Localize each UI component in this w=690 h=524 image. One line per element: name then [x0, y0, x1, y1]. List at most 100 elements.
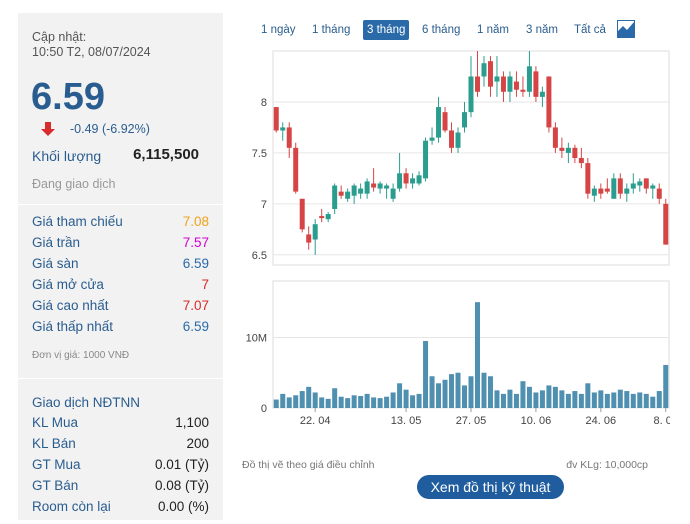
foreign-row-sell-volume: KL Bán 200: [32, 436, 209, 456]
candle-body: [423, 140, 429, 179]
candle-body: [481, 63, 487, 77]
candle-body: [306, 234, 312, 243]
foreign-row-label: KL Mua: [32, 415, 79, 430]
price-row-label: Giá mở cửa: [32, 277, 104, 292]
volume-bar: [526, 386, 532, 408]
price-row-low: Giá thấp nhất 6.59: [32, 319, 209, 339]
volume-bar: [591, 392, 597, 408]
volume-bar: [598, 390, 604, 408]
volume-bar: [552, 386, 558, 408]
price-row-ceiling: Giá trần 7.57: [32, 235, 209, 255]
volume-bar: [474, 302, 480, 408]
volume-bar: [604, 393, 610, 408]
volume-bar: [611, 392, 617, 408]
candle-body: [520, 89, 526, 92]
volume-bar: [539, 390, 545, 408]
tab-1-month[interactable]: 1 tháng: [312, 24, 351, 36]
technical-chart-button[interactable]: Xem đồ thị kỹ thuật: [417, 475, 564, 499]
price-tick-label: 6.5: [252, 250, 267, 262]
candle-body: [585, 163, 591, 194]
current-price: 6.59: [31, 76, 105, 118]
tab-6-months[interactable]: 6 tháng: [422, 24, 461, 36]
foreign-row-label: Room còn lại: [32, 499, 111, 514]
candle-body: [410, 178, 416, 184]
price-row-label: Giá cao nhất: [32, 298, 109, 313]
trading-status: Đang giao dịch: [32, 177, 116, 191]
foreign-row-label: GT Mua: [32, 457, 81, 472]
price-row-floor: Giá sàn 6.59: [32, 256, 209, 276]
volume-bar: [377, 398, 383, 408]
volume-value: 6,115,500: [133, 146, 199, 163]
price-row-value: 6.59: [182, 256, 209, 271]
volume-bar: [650, 396, 656, 408]
foreign-row-label: KL Bán: [32, 436, 76, 451]
candle-body: [552, 127, 558, 148]
volume-bar: [500, 393, 506, 408]
candle-body: [416, 175, 422, 184]
volume-bar: [345, 398, 351, 408]
area-chart-icon[interactable]: [617, 20, 635, 38]
update-info: Cập nhật: 10:50 T2, 08/07/2024: [32, 30, 151, 60]
x-tick-label: 22. 04: [300, 415, 331, 427]
candle-body: [449, 130, 455, 148]
candle-body: [513, 81, 519, 90]
price-change: -0.49 (-6.92%): [70, 122, 150, 136]
volume-tick-label: 0: [261, 403, 267, 415]
update-label: Cập nhật:: [32, 30, 87, 44]
volume-bar: [410, 395, 416, 408]
candle-body: [462, 112, 468, 128]
tab-1-year[interactable]: 1 năm: [477, 24, 509, 36]
candle-body: [273, 107, 279, 131]
candle-body: [539, 91, 545, 97]
candle-body: [565, 147, 571, 153]
foreign-row-value: 1,100: [175, 415, 209, 430]
volume-bar: [578, 393, 584, 408]
price-tick-label: 8: [261, 97, 267, 109]
foreign-trade-title: Giao dịch NĐTNN: [32, 395, 141, 410]
volume-bar: [358, 396, 364, 408]
candle-body: [358, 188, 364, 194]
volume-bar: [546, 385, 552, 408]
tab-1-day[interactable]: 1 ngày: [261, 24, 296, 36]
volume-bar: [416, 393, 422, 408]
x-tick-label: 8. 07: [654, 415, 670, 427]
candle-body: [338, 191, 344, 196]
x-tick-label: 24. 06: [586, 415, 617, 427]
candle-body: [624, 188, 630, 194]
tab-3-years[interactable]: 3 năm: [526, 24, 558, 36]
price-tick-label: 7.5: [252, 148, 267, 160]
volume-bar: [423, 340, 429, 408]
tab-3-months[interactable]: 3 tháng: [363, 20, 410, 40]
volume-bar: [280, 393, 286, 408]
volume-bar: [299, 391, 305, 408]
foreign-row-buy-volume: KL Mua 1,100: [32, 415, 209, 435]
foreign-row-buy-value: GT Mua 0.01 (Tỷ): [32, 457, 209, 477]
volume-bar: [384, 396, 390, 408]
candle-body: [656, 188, 662, 199]
candle-body: [533, 71, 539, 97]
volume-bar: [481, 372, 487, 408]
foreign-row-value: 0.01 (Tỷ): [154, 457, 209, 472]
volume-bar: [390, 392, 396, 408]
candle-body: [630, 183, 636, 189]
volume-bar: [397, 383, 403, 408]
candle-body: [397, 173, 403, 189]
tab-all[interactable]: Tất cả: [574, 24, 606, 36]
price-row-value: 7.08: [182, 214, 209, 229]
volume-bar: [507, 389, 513, 408]
volume-label: Khối lượng: [32, 148, 102, 164]
volume-bar: [468, 376, 474, 408]
candle-body: [403, 173, 409, 184]
volume-bar: [338, 396, 344, 408]
volume-bar: [565, 393, 571, 408]
candle-body: [442, 112, 448, 131]
volume-bar: [371, 397, 377, 408]
candle-body: [345, 191, 351, 199]
candle-body: [487, 61, 493, 87]
volume-bar: [449, 374, 455, 408]
price-chart: 8 7.5 7 6.5 10M 0 22. 04 13. 05 27. 05 10. 06 24. …: [246, 50, 670, 427]
volume-bar: [319, 397, 325, 408]
candle-body: [474, 76, 480, 92]
volume-bar: [513, 393, 519, 408]
volume-bar: [306, 386, 312, 408]
